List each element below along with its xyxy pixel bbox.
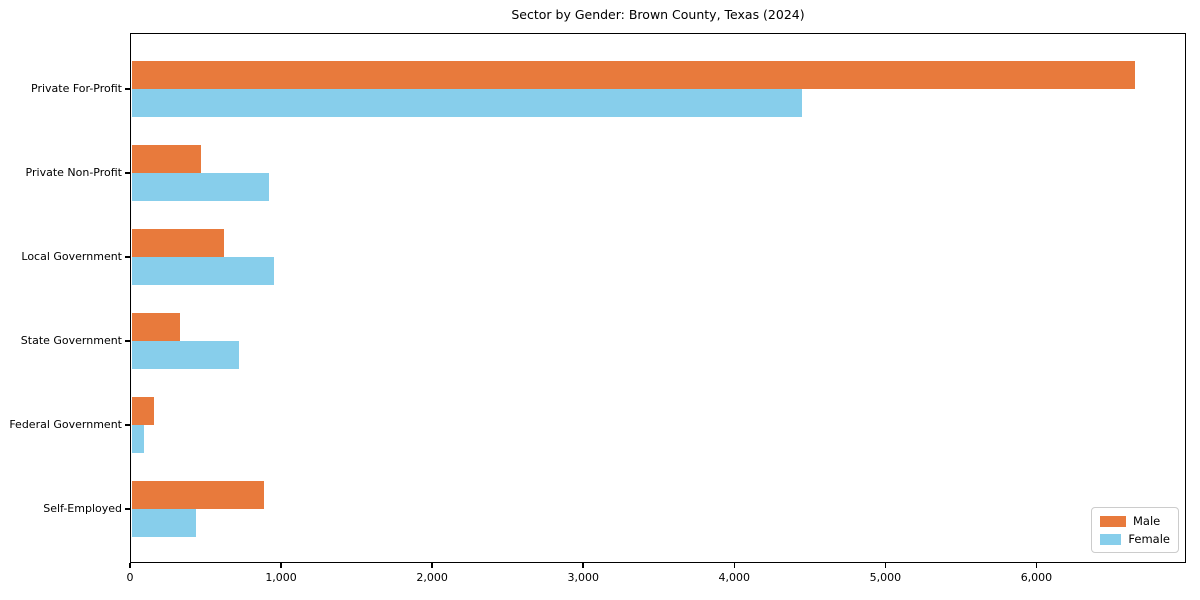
x-tick — [1035, 563, 1038, 568]
y-tick — [125, 424, 130, 426]
x-tick — [129, 563, 131, 568]
x-tick-label: 5,000 — [869, 571, 902, 584]
legend-label-male: Male — [1133, 514, 1161, 528]
bar-female-local-government — [131, 257, 274, 285]
y-axis-label: Local Government — [21, 250, 122, 263]
y-tick — [125, 172, 130, 174]
x-tick-label: 6,000 — [1020, 571, 1053, 584]
y-axis-label: Private For-Profit — [31, 82, 122, 95]
bar-female-state-government — [131, 341, 239, 369]
x-tick — [280, 563, 282, 568]
bar-male-self-employed — [131, 481, 265, 509]
bar-male-private-non-profit — [131, 145, 201, 173]
chart-title: Sector by Gender: Brown County, Texas (2… — [511, 7, 805, 22]
bar-female-private-non-profit — [131, 173, 269, 201]
x-tick — [431, 563, 433, 568]
bar-male-federal-government — [131, 397, 155, 425]
x-tick — [733, 563, 736, 568]
x-tick-label: 3,000 — [567, 571, 599, 584]
x-tick-label: 2,000 — [416, 571, 448, 584]
plot-area — [130, 33, 1186, 563]
y-axis-label: Private Non-Profit — [25, 166, 122, 179]
x-tick-label: 0 — [126, 571, 134, 584]
x-tick — [884, 563, 887, 568]
y-axis-label: State Government — [20, 334, 122, 347]
y-tick — [125, 508, 130, 510]
legend-item-male: Male — [1100, 514, 1170, 528]
y-tick — [125, 88, 130, 90]
bar-female-private-for-profit — [131, 89, 803, 117]
x-tick — [582, 563, 584, 568]
x-tick-label: 4,000 — [718, 571, 751, 584]
bar-male-state-government — [131, 313, 180, 341]
bar-female-self-employed — [131, 509, 197, 537]
bar-male-private-for-profit — [131, 61, 1135, 89]
x-tick-label: 1,000 — [265, 571, 297, 584]
y-axis-label: Federal Government — [9, 418, 122, 431]
legend-swatch-female — [1100, 533, 1122, 545]
legend-swatch-male — [1100, 515, 1126, 527]
y-tick — [125, 340, 130, 342]
legend-label-female: Female — [1128, 532, 1170, 546]
bar-male-local-government — [131, 229, 224, 257]
y-tick — [125, 256, 130, 258]
legend: Male Female — [1091, 507, 1179, 553]
legend-item-female: Female — [1100, 532, 1170, 546]
bar-female-federal-government — [131, 425, 144, 453]
y-axis-label: Self-Employed — [43, 502, 122, 515]
